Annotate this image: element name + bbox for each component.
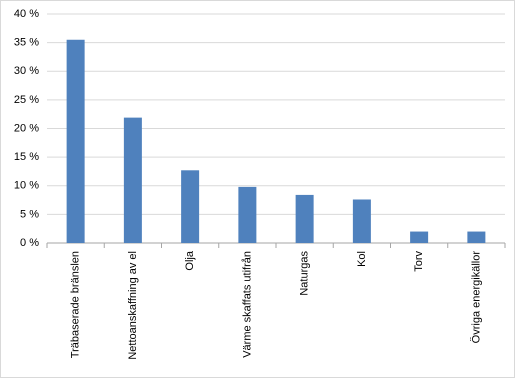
y-tick-label: 5 % [20,208,39,220]
bar [295,194,314,243]
x-tick-label: Kol [356,251,368,267]
bar [352,199,371,243]
x-tick-label: Övriga energikällor [470,251,482,344]
x-tick-label: Träbaserade bränslen [70,251,82,358]
bar [181,170,200,243]
y-tick-label: 25 % [14,94,39,106]
y-tick-label: 20 % [14,122,39,134]
bar [123,117,142,243]
bar [467,231,486,243]
x-tick-label: Torv [413,251,425,272]
bar [410,231,429,243]
y-tick-label: 10 % [14,180,39,192]
y-tick-label: 40 % [14,8,39,20]
bar [238,186,257,243]
x-tick-label: Värme skaffats utifrån [241,251,253,358]
y-tick-label: 30 % [14,65,39,77]
x-tick-label: Nettoanskaffning av el [127,251,139,360]
y-tick-label: 0 % [20,237,39,249]
y-tick-label: 15 % [14,151,39,163]
y-tick-label: 35 % [14,37,39,49]
x-tick-label: Olja [184,250,196,270]
x-tick-label: Naturgas [299,251,311,296]
bar [66,39,85,244]
